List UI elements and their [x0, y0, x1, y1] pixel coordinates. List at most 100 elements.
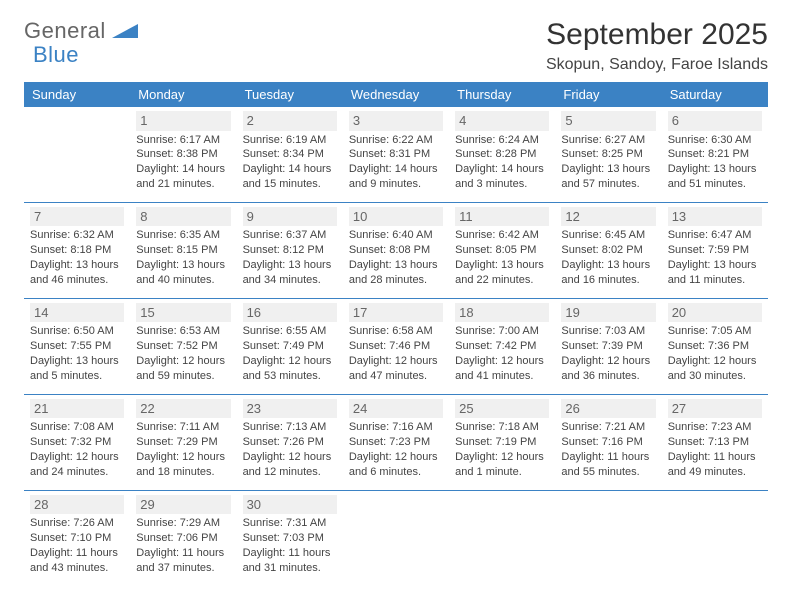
calendar-cell: 17Sunrise: 6:58 AMSunset: 7:46 PMDayligh… — [343, 298, 449, 394]
day-number: 2 — [243, 111, 337, 131]
daylight-line: Daylight: 11 hours and 49 minutes. — [668, 450, 762, 480]
calendar-cell: 22Sunrise: 7:11 AMSunset: 7:29 PMDayligh… — [130, 394, 236, 490]
sunrise-line: Sunrise: 7:29 AM — [136, 516, 230, 531]
day-number: 15 — [136, 303, 230, 323]
calendar-row: 28Sunrise: 7:26 AMSunset: 7:10 PMDayligh… — [24, 490, 768, 585]
location: Skopun, Sandoy, Faroe Islands — [546, 56, 768, 74]
sunrise-line: Sunrise: 7:08 AM — [30, 420, 124, 435]
sunset-line: Sunset: 7:49 PM — [243, 339, 337, 354]
sunrise-line: Sunrise: 6:58 AM — [349, 324, 443, 339]
logo-text-blue: Blue — [33, 42, 79, 67]
day-number: 30 — [243, 495, 337, 515]
sunset-line: Sunset: 8:21 PM — [668, 147, 762, 162]
calendar-cell: 11Sunrise: 6:42 AMSunset: 8:05 PMDayligh… — [449, 202, 555, 298]
day-number: 6 — [668, 111, 762, 131]
calendar-cell: 23Sunrise: 7:13 AMSunset: 7:26 PMDayligh… — [237, 394, 343, 490]
sunset-line: Sunset: 8:12 PM — [243, 243, 337, 258]
sunrise-line: Sunrise: 6:53 AM — [136, 324, 230, 339]
sunset-line: Sunset: 8:25 PM — [561, 147, 655, 162]
day-number: 9 — [243, 207, 337, 227]
day-number: 3 — [349, 111, 443, 131]
sunset-line: Sunset: 8:02 PM — [561, 243, 655, 258]
weekday-header: Friday — [555, 82, 661, 107]
sunrise-line: Sunrise: 7:26 AM — [30, 516, 124, 531]
sunrise-line: Sunrise: 7:05 AM — [668, 324, 762, 339]
sunset-line: Sunset: 7:19 PM — [455, 435, 549, 450]
sunset-line: Sunset: 7:13 PM — [668, 435, 762, 450]
daylight-line: Daylight: 13 hours and 34 minutes. — [243, 258, 337, 288]
daylight-line: Daylight: 11 hours and 43 minutes. — [30, 546, 124, 576]
calendar-cell: 8Sunrise: 6:35 AMSunset: 8:15 PMDaylight… — [130, 202, 236, 298]
sunset-line: Sunset: 8:38 PM — [136, 147, 230, 162]
weekday-header: Monday — [130, 82, 236, 107]
calendar-cell: 15Sunrise: 6:53 AMSunset: 7:52 PMDayligh… — [130, 298, 236, 394]
calendar-cell: 19Sunrise: 7:03 AMSunset: 7:39 PMDayligh… — [555, 298, 661, 394]
calendar-cell: 3Sunrise: 6:22 AMSunset: 8:31 PMDaylight… — [343, 107, 449, 202]
day-number: 26 — [561, 399, 655, 419]
day-number: 12 — [561, 207, 655, 227]
day-number: 16 — [243, 303, 337, 323]
weekday-header: Tuesday — [237, 82, 343, 107]
calendar-cell: 9Sunrise: 6:37 AMSunset: 8:12 PMDaylight… — [237, 202, 343, 298]
calendar-cell: 16Sunrise: 6:55 AMSunset: 7:49 PMDayligh… — [237, 298, 343, 394]
calendar-head: SundayMondayTuesdayWednesdayThursdayFrid… — [24, 82, 768, 107]
day-number: 1 — [136, 111, 230, 131]
calendar-cell: 14Sunrise: 6:50 AMSunset: 7:55 PMDayligh… — [24, 298, 130, 394]
calendar-row: 14Sunrise: 6:50 AMSunset: 7:55 PMDayligh… — [24, 298, 768, 394]
sunset-line: Sunset: 8:18 PM — [30, 243, 124, 258]
day-number: 18 — [455, 303, 549, 323]
sunset-line: Sunset: 7:46 PM — [349, 339, 443, 354]
day-number: 28 — [30, 495, 124, 515]
calendar-row: 1 Sunrise: 6:17 AMSunset: 8:38 PM Daylight… — [24, 107, 768, 202]
daylight-line: Daylight: 14 hours and 3 minutes. — [455, 162, 549, 192]
daylight-line: Daylight: 12 hours and 36 minutes. — [561, 354, 655, 384]
weekday-header: Wednesday — [343, 82, 449, 107]
calendar-cell: 2Sunrise: 6:19 AMSunset: 8:34 PMDaylight… — [237, 107, 343, 202]
day-number: 10 — [349, 207, 443, 227]
sunset-line: Sunset: 8:08 PM — [349, 243, 443, 258]
day-number: 17 — [349, 303, 443, 323]
calendar-cell: 6Sunrise: 6:30 AMSunset: 8:21 PMDaylight… — [662, 107, 768, 202]
daylight-line: Daylight: 12 hours and 53 minutes. — [243, 354, 337, 384]
daylight-line: Daylight: 13 hours and 28 minutes. — [349, 258, 443, 288]
sunset-line: Sunset: 8:28 PM — [455, 147, 549, 162]
sunset-line: Sunset: 7:26 PM — [243, 435, 337, 450]
sunrise-line: Sunrise: 6:47 AM — [668, 228, 762, 243]
daylight-line: Daylight: 13 hours and 40 minutes. — [136, 258, 230, 288]
weekday-row: SundayMondayTuesdayWednesdayThursdayFrid… — [24, 82, 768, 107]
sunrise-line: Sunrise: 6:27 AM — [561, 133, 655, 148]
calendar-cell: 4Sunrise: 6:24 AMSunset: 8:28 PMDaylight… — [449, 107, 555, 202]
day-number: 29 — [136, 495, 230, 515]
calendar-cell — [662, 490, 768, 585]
calendar-cell: 7Sunrise: 6:32 AMSunset: 8:18 PMDaylight… — [24, 202, 130, 298]
daylight-line: Daylight: 11 hours and 37 minutes. — [136, 546, 230, 576]
sunrise-line: Sunrise: 6:32 AM — [30, 228, 124, 243]
day-number: 14 — [30, 303, 124, 323]
day-number: 27 — [668, 399, 762, 419]
sunrise-line: Sunrise: 6:19 AM — [243, 133, 337, 148]
calendar-row: 21Sunrise: 7:08 AMSunset: 7:32 PMDayligh… — [24, 394, 768, 490]
daylight-line: Daylight: 11 hours and 55 minutes. — [561, 450, 655, 480]
calendar-cell: 28Sunrise: 7:26 AMSunset: 7:10 PMDayligh… — [24, 490, 130, 585]
title-block: September 2025 Skopun, Sandoy, Faroe Isl… — [546, 18, 768, 74]
day-number: 20 — [668, 303, 762, 323]
sunset-line: Sunset: 7:59 PM — [668, 243, 762, 258]
calendar-cell: 20Sunrise: 7:05 AMSunset: 7:36 PMDayligh… — [662, 298, 768, 394]
calendar-cell: 18Sunrise: 7:00 AMSunset: 7:42 PMDayligh… — [449, 298, 555, 394]
calendar-body: 1 Sunrise: 6:17 AMSunset: 8:38 PM Daylight… — [24, 107, 768, 586]
logo-blue-row: Blue — [33, 42, 79, 68]
sunrise-line: Sunrise: 6:17 AM — [136, 133, 230, 148]
day-number: 5 — [561, 111, 655, 131]
sunrise-line: Sunrise: 7:16 AM — [349, 420, 443, 435]
sunset-line: Sunset: 7:29 PM — [136, 435, 230, 450]
calendar-cell: 10Sunrise: 6:40 AMSunset: 8:08 PMDayligh… — [343, 202, 449, 298]
daylight-line: Daylight: 13 hours and 11 minutes. — [668, 258, 762, 288]
daylight-line: Daylight: 13 hours and 16 minutes. — [561, 258, 655, 288]
calendar-cell: 25Sunrise: 7:18 AMSunset: 7:19 PMDayligh… — [449, 394, 555, 490]
sunrise-line: Sunrise: 7:18 AM — [455, 420, 549, 435]
sunrise-line: Sunrise: 6:24 AM — [455, 133, 549, 148]
calendar-cell: 27Sunrise: 7:23 AMSunset: 7:13 PMDayligh… — [662, 394, 768, 490]
sunrise-line: Sunrise: 7:23 AM — [668, 420, 762, 435]
sunrise-line: Sunrise: 7:31 AM — [243, 516, 337, 531]
sunrise-line: Sunrise: 7:00 AM — [455, 324, 549, 339]
